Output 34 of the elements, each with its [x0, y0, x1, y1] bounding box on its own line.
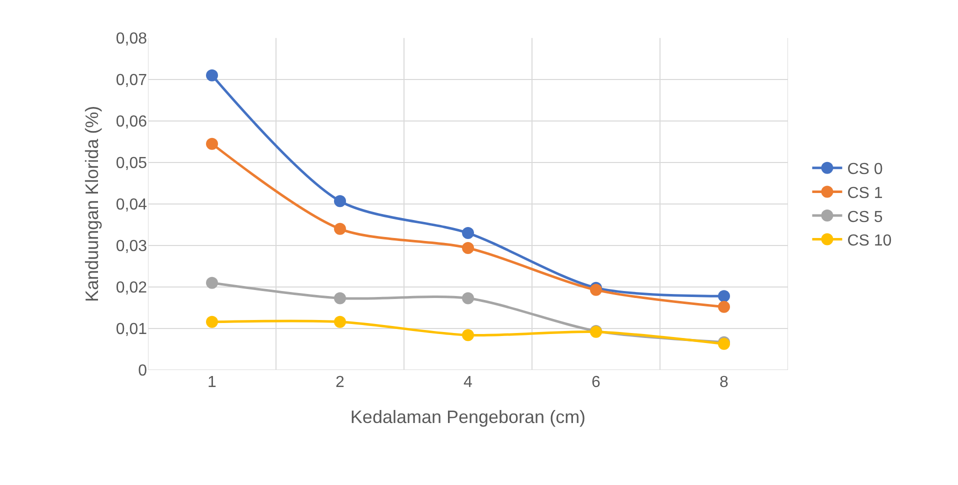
- x-tick-label: 8: [720, 374, 729, 391]
- y-tick-label: 0,03: [116, 238, 148, 256]
- point: [462, 227, 474, 240]
- point: [206, 276, 218, 289]
- y-tick-label: 0,01: [116, 321, 148, 338]
- point: [462, 329, 474, 342]
- legend-label: CS 10: [847, 232, 892, 250]
- y-tick-label: 0,06: [116, 114, 148, 131]
- x-tick-label: 4: [464, 374, 473, 391]
- point: [334, 316, 346, 328]
- y-tick-label: 0,08: [116, 30, 148, 48]
- point: [718, 290, 730, 302]
- x-tick-label: 1: [208, 374, 217, 391]
- legend-label: CS 5: [847, 208, 883, 226]
- legend-label: CS 0: [847, 161, 883, 178]
- point: [334, 195, 346, 208]
- point: [206, 138, 218, 150]
- y-tick-label: 0,02: [116, 280, 148, 297]
- y-tick-label: 0,07: [116, 72, 148, 90]
- point: [462, 242, 474, 254]
- point: [334, 292, 346, 304]
- legend-label: CS 1: [847, 184, 883, 202]
- point: [334, 222, 346, 235]
- point: [718, 300, 730, 313]
- y-tick-label: 0: [138, 362, 148, 380]
- x-tick-label: 6: [592, 374, 601, 391]
- x-axis-title: Kedalaman Pengeboran (cm): [350, 407, 586, 428]
- x-tick-label: 2: [336, 374, 345, 391]
- y-tick-label: 0,05: [116, 155, 148, 172]
- point: [206, 69, 218, 82]
- y-axis-title: Kanduungan Klorida (%): [82, 106, 102, 302]
- point: [462, 292, 474, 304]
- point: [206, 316, 218, 328]
- y-tick-label: 0,04: [116, 196, 148, 214]
